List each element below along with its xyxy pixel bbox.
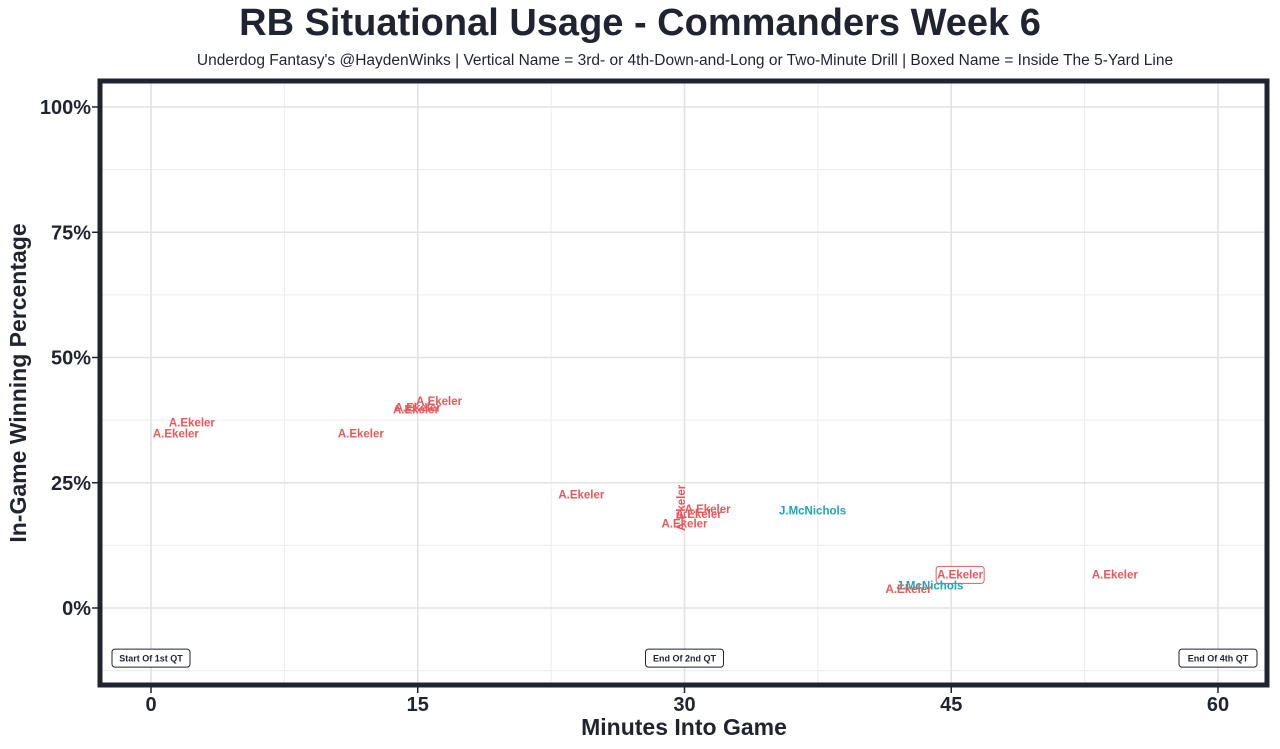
minor-gridlines	[100, 81, 1267, 685]
y-axis-label: In-Game Winning Percentage	[5, 223, 31, 542]
annotation-frame	[645, 648, 724, 668]
x-axis-ticks: 0 15 30 45 60	[145, 687, 1229, 716]
data-point-label: A.Ekeler	[676, 484, 688, 531]
quarter-annotation: Start Of 1st QT	[119, 654, 183, 664]
chart-subtitle: Underdog Fantasy's @HaydenWinks | Vertic…	[196, 52, 1174, 69]
data-point-label: A.Ekeler	[338, 429, 385, 441]
major-gridlines	[100, 81, 1267, 685]
data-point-label: A.Ekeler	[886, 584, 933, 596]
x-tick-label: 45	[940, 694, 962, 716]
annotation-frame	[1178, 648, 1258, 668]
data-point-label: A.Ekeler	[937, 569, 984, 581]
x-tick-label: 0	[145, 694, 156, 716]
plot-panel-border	[97, 78, 1270, 688]
data-point-label: A.Ekeler	[395, 403, 442, 415]
data-point-label: A.Ekeler	[1092, 569, 1139, 581]
data-point-label: J.McNichols	[779, 505, 846, 517]
data-point-label: A.Ekeler	[393, 405, 440, 417]
y-tick-label: 100%	[40, 97, 91, 119]
data-point-label: A.Ekeler	[153, 429, 200, 441]
data-point-label: A.Ekeler	[676, 509, 723, 521]
quarter-annotation: End Of 4th QT	[1188, 654, 1249, 664]
data-point-label: J.McNichols	[896, 580, 963, 592]
annotation-frame	[111, 648, 191, 668]
y-tick-label: 0%	[62, 598, 91, 620]
data-point-label: A.Ekeler	[416, 396, 463, 408]
x-axis-label: Minutes Into Game	[581, 714, 787, 740]
x-tick-label: 30	[673, 694, 695, 716]
data-point-label: A.Ekeler	[558, 489, 605, 501]
data-point-label: A.Ekeler	[661, 518, 708, 530]
y-tick-label: 75%	[51, 222, 91, 244]
y-tick-label: 50%	[51, 348, 91, 370]
boxed-label-frame	[935, 565, 985, 584]
x-tick-label: 60	[1207, 694, 1229, 716]
data-point-label: A.Ekeler	[685, 504, 732, 516]
y-axis-ticks: 0% 25% 50% 75% 100%	[40, 97, 98, 620]
data-point-label: A.Ekeler	[169, 418, 216, 430]
x-tick-label: 15	[407, 694, 429, 716]
quarter-annotations: Start Of 1st QT End Of 2nd QT End Of 4th Q…	[111, 648, 1258, 668]
quarter-annotation: End Of 2nd QT	[653, 654, 716, 664]
y-tick-label: 25%	[51, 473, 91, 495]
chart-title: RB Situational Usage - Commanders Week 6	[239, 2, 1041, 44]
